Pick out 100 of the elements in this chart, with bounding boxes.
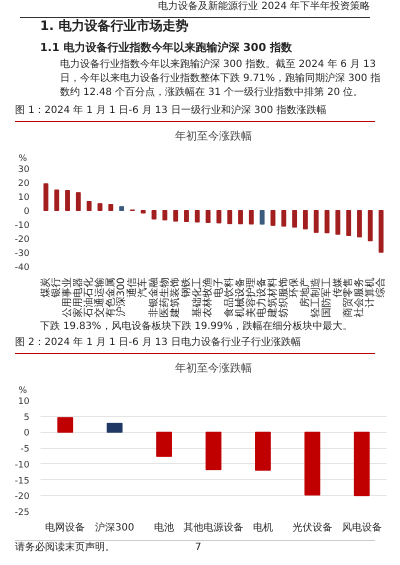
bar — [152, 210, 156, 220]
y-tick-label: 5 — [24, 412, 30, 423]
x-tick-label: 电子 — [212, 278, 224, 298]
bar — [54, 190, 60, 211]
x-tick-label: 电力设备 — [256, 278, 268, 318]
bar — [173, 210, 178, 222]
text: 1. 电力设备行业市场走势 — [40, 18, 189, 35]
y-tick-label: 0 — [24, 207, 30, 217]
x-tick-label: 煤炭 — [39, 278, 52, 298]
bar — [156, 432, 172, 457]
bar — [206, 432, 222, 470]
bar — [248, 210, 254, 224]
y-tick-label: -40 — [14, 263, 30, 273]
text: 请务必阅读末页声明。 — [15, 541, 115, 555]
y-tick-label: -5 — [20, 444, 30, 455]
bar — [184, 210, 189, 222]
bar — [304, 432, 320, 496]
y-tick-label: -20 — [14, 235, 30, 245]
x-tick-label: 基础化工 — [190, 278, 203, 318]
bar — [65, 190, 70, 211]
y-tick-label: 0 — [24, 428, 30, 439]
bar — [162, 210, 168, 220]
bar — [98, 203, 102, 211]
x-tick-label: 有色金属 — [104, 278, 116, 318]
x-tick-label: 其他电源设备 — [184, 522, 244, 534]
y-tick-label: -25 — [14, 508, 30, 518]
bar — [108, 204, 114, 211]
y-tick-label: 10 — [18, 397, 30, 407]
x-tick-label: 沪深300 — [95, 522, 134, 534]
x-tick-label: 社会服务 — [352, 278, 365, 318]
x-tick-label: 环保 — [289, 278, 300, 298]
bar — [281, 210, 286, 227]
x-tick-label: 汽车 — [136, 278, 149, 298]
x-tick-label: 房地产 — [298, 278, 311, 308]
bar — [227, 210, 232, 224]
x-tick-label: 机械设备 — [234, 278, 246, 318]
y-tick-label: -30 — [14, 249, 30, 259]
text: 7 — [195, 541, 202, 555]
x-tick-label: 银行 — [51, 278, 62, 298]
y-tick-label: -20 — [14, 492, 30, 502]
x-tick-label: 国防军工 — [320, 278, 333, 318]
caption: 图 2：2024 年 1 月 1 日-6 月 13 日电力设备行业子行业涨跌幅 — [15, 336, 301, 350]
text: 下跌 19.83%，风电设备板块下跌 19.99%，跌幅在细分板块中最大。 — [40, 320, 353, 334]
x-tick-label: 光伏设备 — [292, 522, 332, 534]
bar — [140, 210, 146, 214]
x-tick-label: 石油石化 — [82, 278, 95, 318]
x-tick-label: 通信 — [126, 278, 138, 298]
x-tick-label: 电网设备 — [45, 522, 86, 534]
bar — [238, 210, 243, 224]
x-tick-label: 食品饮料 — [223, 278, 236, 318]
x-tick-label: 商贸零售 — [342, 278, 354, 318]
bar — [43, 183, 48, 211]
x-tick-label: 医药生物 — [158, 278, 170, 318]
bar — [357, 210, 362, 238]
bar — [368, 210, 373, 242]
bar — [216, 210, 222, 224]
bar — [86, 201, 92, 211]
y-tick-label: -10 — [14, 460, 30, 470]
x-tick-label: 轻工制造 — [310, 278, 322, 318]
y-tick-label: -15 — [14, 476, 30, 486]
x-tick-label: 家用电器 — [72, 278, 84, 318]
y-tick-label: 10 — [18, 193, 30, 203]
bar — [260, 210, 265, 225]
y-tick-label: 30 — [18, 165, 30, 175]
y-axis-title: % — [18, 386, 28, 396]
x-tick-label: 计算机 — [364, 278, 376, 308]
bar — [57, 417, 74, 433]
y-axis-title: % — [18, 154, 28, 164]
x-tick-label: 建筑材料 — [266, 278, 278, 318]
bar — [119, 206, 124, 211]
text: 电力设备行业指数今年以来跑输沪深 300 指数。截至 2024 年 6 月 13 日，今年以来电力设备行业指数整体下跌 9.71%，跑输同期沪深 300 指数约 12.48 个百分点，涨跌幅在 31 个一级行业指数中排第 20 位。 — [60, 58, 382, 100]
x-tick-label: 电池 — [154, 522, 174, 534]
bar — [194, 210, 200, 222]
bar — [324, 210, 330, 234]
x-tick-label: 公用事业 — [61, 278, 74, 318]
x-tick-label: 综合 — [374, 278, 387, 298]
bar — [76, 192, 81, 211]
y-tick-label: -10 — [14, 221, 30, 231]
x-tick-label: 纺织服饰 — [277, 278, 290, 318]
x-tick-label: 传媒 — [332, 278, 344, 298]
bar — [378, 210, 384, 253]
bar — [335, 210, 340, 235]
x-tick-label: 农林牧渔 — [202, 278, 214, 318]
y-tick-label: 20 — [18, 179, 30, 189]
chart-title: 年初至今涨跌幅 — [175, 130, 252, 142]
x-tick-label: 交通运输 — [93, 278, 106, 318]
text: 电力设备及新能源行业 2024 年下半年投资策略 — [158, 0, 370, 14]
x-tick-label: 风电设备 — [342, 522, 382, 534]
bar — [270, 210, 276, 226]
bar — [314, 210, 319, 233]
text: 1.1 电力设备行业指数今年以来跑输沪深 300 指数 — [40, 40, 292, 55]
bar — [206, 210, 211, 224]
bar — [255, 432, 271, 471]
bar — [302, 210, 308, 230]
x-tick-label: 沪深300 — [115, 277, 128, 317]
x-tick-label: 电机 — [252, 522, 273, 534]
x-tick-label: 美容护理 — [244, 278, 257, 318]
bar — [292, 210, 298, 228]
x-tick-label: 钢铁 — [180, 278, 192, 298]
chart-title: 年初至今涨跌幅 — [175, 362, 252, 374]
